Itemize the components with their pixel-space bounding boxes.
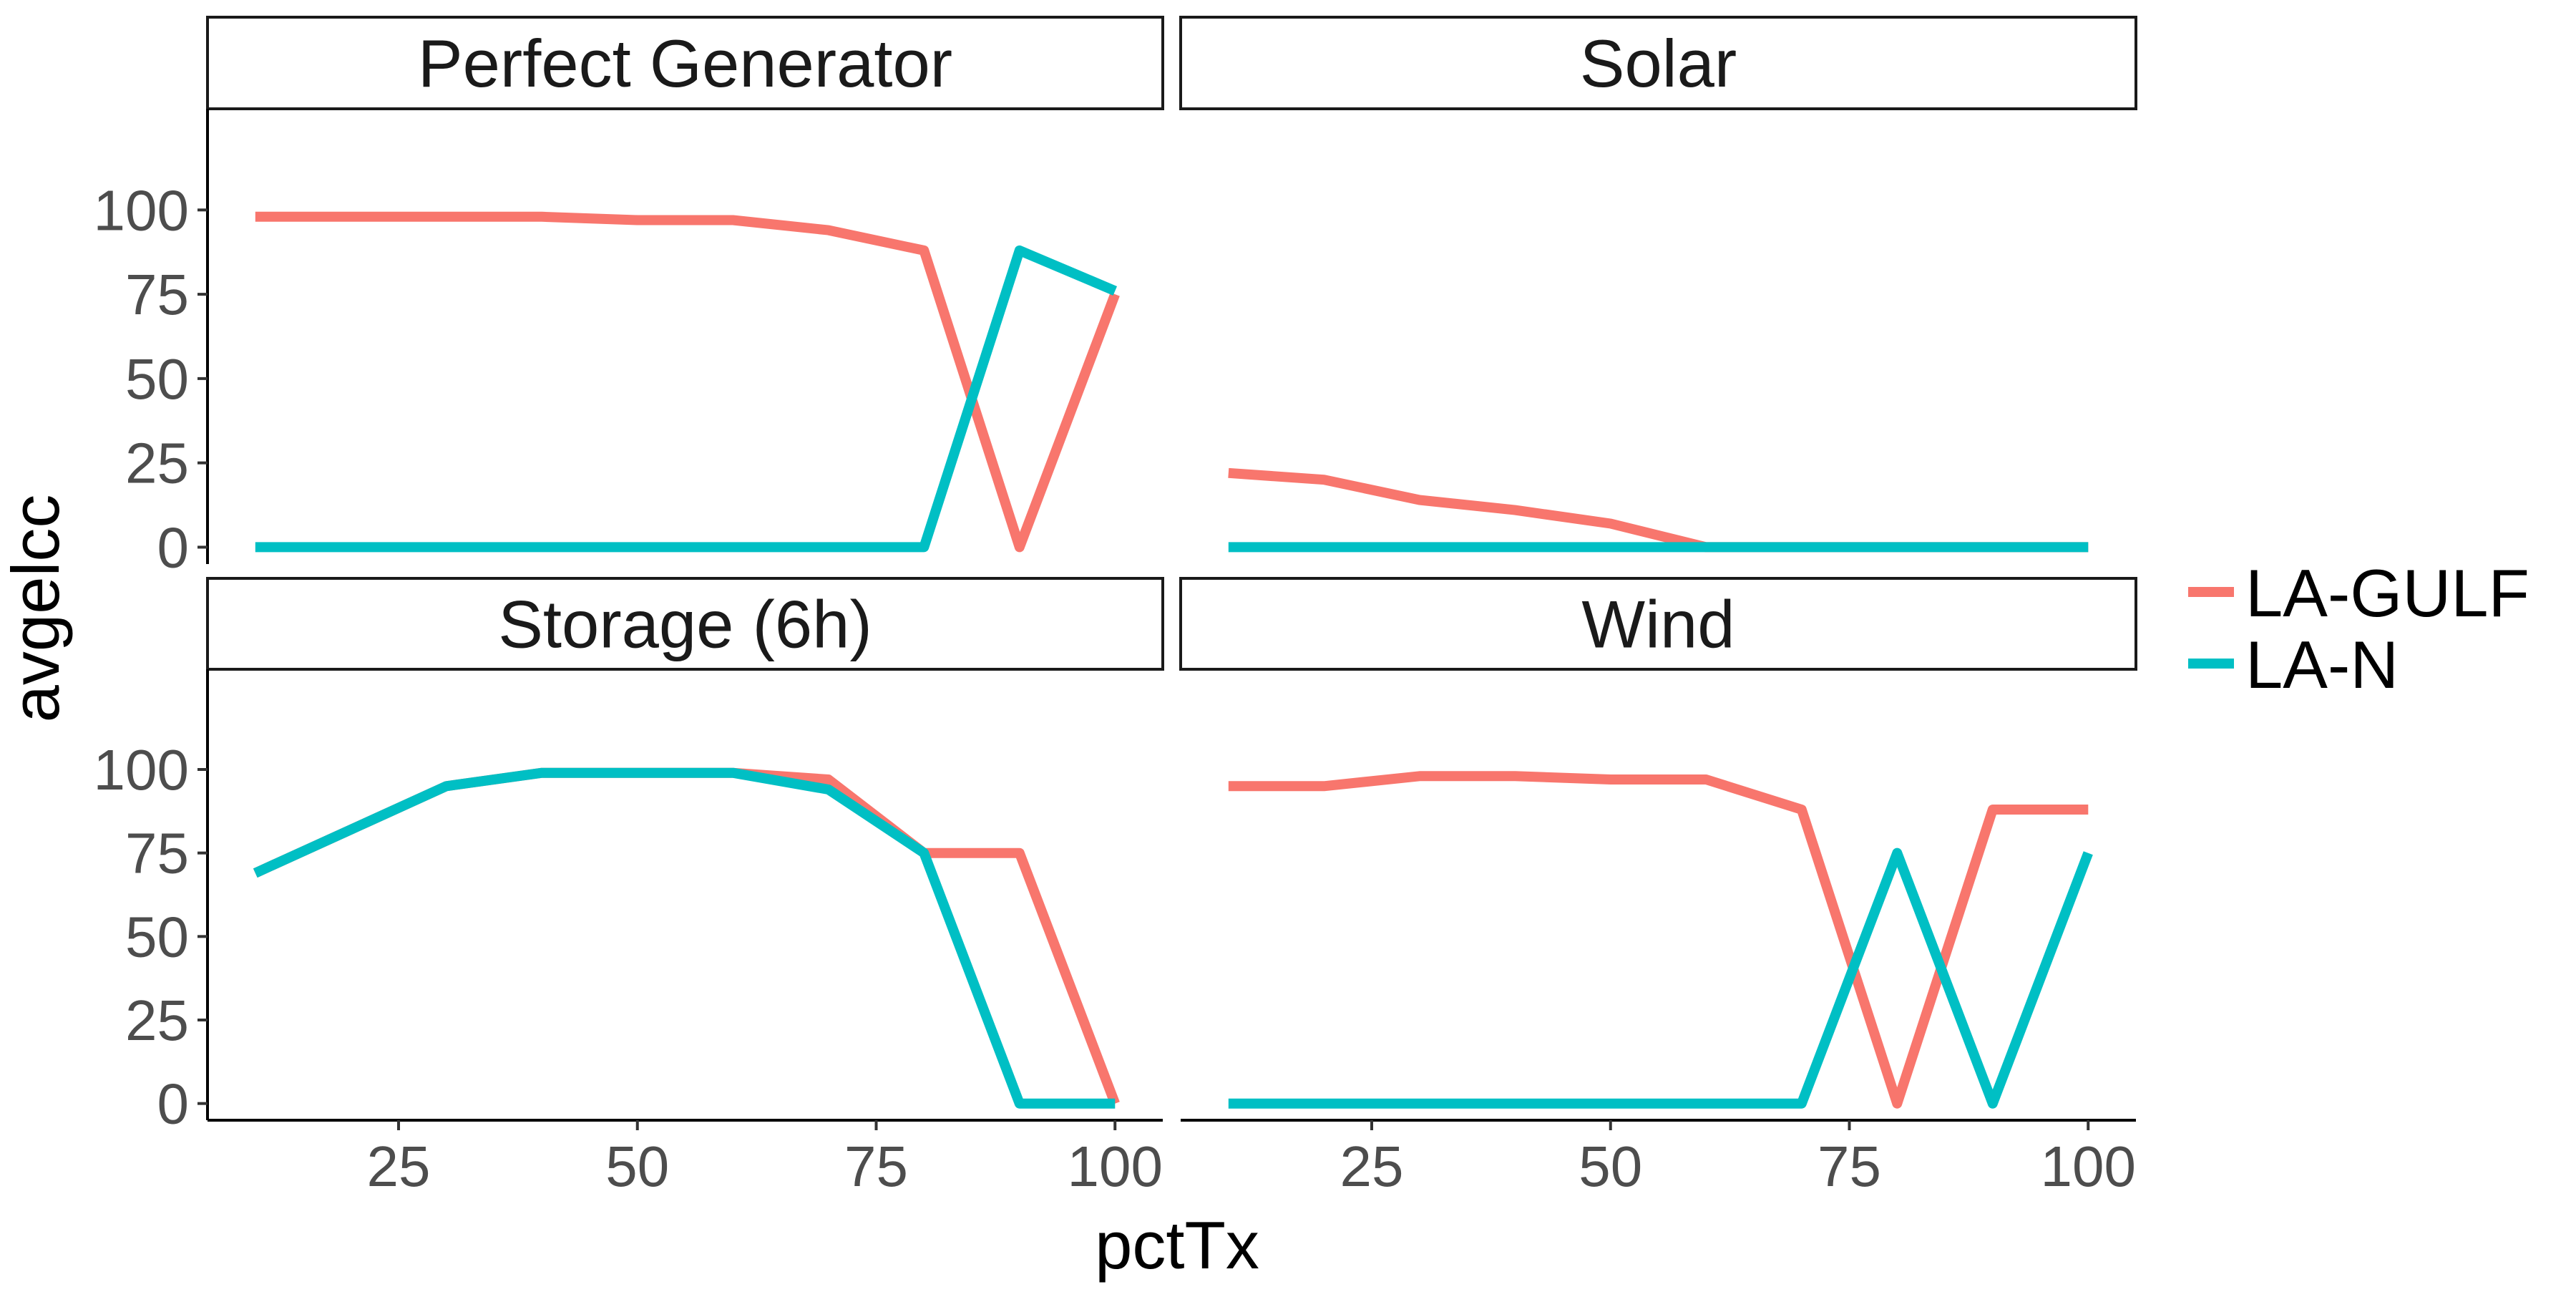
y-tick-label-perfect-generator: 75: [125, 263, 189, 326]
y-tick-label-perfect-generator: 100: [94, 178, 189, 242]
x-tick-label-storage-6h: 100: [1068, 1135, 1163, 1198]
x-tick-label-wind: 75: [1818, 1135, 1881, 1198]
series-line-la-n-storage-6h: [253, 767, 1116, 1109]
panel-title-wind: Wind: [1581, 587, 1735, 662]
x-tick-label-storage-6h: 50: [605, 1135, 669, 1198]
panel-title-storage-6h: Storage (6h): [498, 587, 872, 662]
series-line-la-gulf-solar: [1228, 467, 2089, 553]
x-tick-label-storage-6h: 75: [844, 1135, 908, 1198]
legend-label-la-gulf: LA-GULF: [2245, 555, 2529, 631]
y-tick-label-storage-6h: 100: [94, 738, 189, 802]
y-tick-label-storage-6h: 25: [125, 989, 189, 1052]
panel-strip-perfect-generator: [206, 16, 1164, 110]
panel-title-solar: Solar: [1580, 26, 1737, 101]
y-tick-label-storage-6h: 75: [125, 822, 189, 885]
y-tick-label-storage-6h: 0: [157, 1072, 190, 1136]
y-tick-label-storage-6h: 50: [125, 905, 189, 968]
legend-label-la-n: LA-N: [2245, 627, 2399, 702]
y-tick-label-perfect-generator: 25: [125, 432, 189, 495]
y-tick-label-perfect-generator: 0: [157, 515, 190, 579]
series-line-la-gulf-storage-6h: [253, 767, 1120, 1106]
y-axis-title: avgelcc: [0, 495, 73, 723]
series-line-la-n-wind: [1228, 847, 2093, 1109]
x-tick-label-wind: 100: [2041, 1135, 2136, 1198]
x-tick-label-wind: 50: [1579, 1135, 1642, 1198]
series-line-la-gulf-wind: [1228, 771, 2089, 1109]
x-tick-label-wind: 25: [1340, 1135, 1404, 1198]
panel-strip-wind: [1179, 577, 2137, 671]
series-line-la-n-perfect-generator: [255, 245, 1118, 553]
y-tick-label-perfect-generator: 50: [125, 347, 189, 411]
x-tick-label-storage-6h: 25: [367, 1135, 431, 1198]
panel-strip-solar: [1179, 16, 2137, 110]
panel-title-perfect-generator: Perfect Generator: [418, 26, 952, 101]
series-line-la-gulf-perfect-generator: [255, 211, 1120, 553]
x-axis-title: pctTx: [1095, 1208, 1259, 1283]
panel-strip-storage-6h: [206, 577, 1164, 671]
